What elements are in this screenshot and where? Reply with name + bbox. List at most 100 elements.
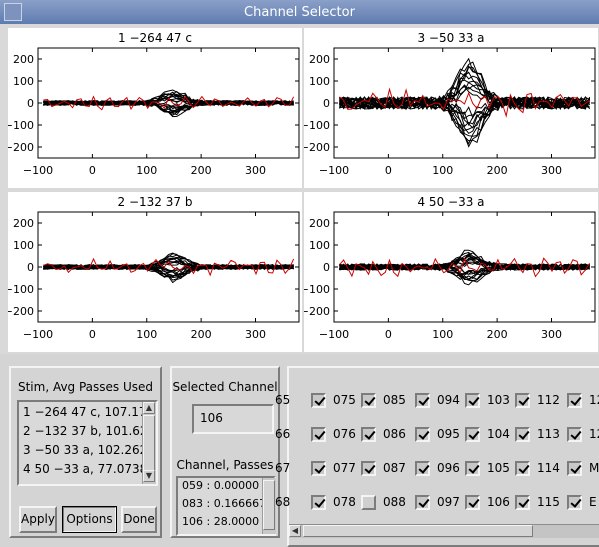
apply-button[interactable]: Apply [19,506,57,533]
checkmark-icon[interactable] [361,427,376,442]
stim-list-item[interactable]: 2 −132 37 b, 101.623 [23,424,156,438]
checkmark-icon[interactable] [515,495,530,510]
chart-svg: 2 −132 37 b 200 100 0 −100 −200 −100 0 100 200 300 [8,195,300,341]
checkbox-label: 087 [383,461,406,475]
checkmark-icon[interactable] [465,393,480,408]
chart-title: 3 −50 33 a [417,31,484,45]
y-tick-label: 0 [323,97,330,110]
scroll-thumb[interactable] [143,415,155,471]
checkmark-icon[interactable] [465,495,480,510]
checkmark-icon[interactable] [515,393,530,408]
x-tick-label: 0 [385,328,392,341]
checkbox-label: 67 [275,461,291,475]
plot-stim-2: 2 −132 37 b 200 100 0 −100 −200 −100 0 100 200 300 [8,192,302,352]
x-tick-label: 0 [89,164,96,177]
checkbox-label: 105 [487,461,510,475]
checkmark-icon[interactable] [415,461,430,476]
stim-list[interactable]: 1 −264 47 c, 107.172 2 −132 37 b, 101.62… [17,400,158,486]
trace-line [339,80,591,110]
checkbox-label: 114 [537,461,560,475]
checkmark-icon[interactable] [567,393,582,408]
y-tick-label: 100 [309,239,330,252]
checkbox-label: 085 [383,393,406,407]
trace-line [339,57,591,110]
checkmark-icon[interactable] [515,427,530,442]
y-tick-label: 200 [309,217,330,230]
title-bar: Channel Selector [0,0,599,24]
checkmark-icon[interactable] [515,461,530,476]
checkbox-label: 095 [437,427,460,441]
stim-list-item[interactable]: 1 −264 47 c, 107.172 [23,405,155,419]
x-tick-label: 300 [245,164,266,177]
passes-list-scrollbar[interactable] [262,478,276,534]
y-tick-label: −100 [304,119,330,132]
scroll-down-icon[interactable]: ▼ [143,470,155,482]
checkmark-icon[interactable] [567,495,582,510]
checkbox-label: E [589,495,597,509]
channel-passes-list[interactable]: 059 : 0.00000 083 : 0.166667 106 : 28.00… [176,476,276,536]
checkmark-icon[interactable] [465,427,480,442]
channel-panel: Selected Channel 106 Channel, Passes 059… [170,366,280,538]
x-tick-label: 100 [136,164,157,177]
highlight-trace-line [339,257,591,278]
trace-line [339,79,590,111]
done-button[interactable]: Done [121,506,157,533]
checkmark-icon[interactable] [361,461,376,476]
checkbox-grid-hscrollbar[interactable]: ◀ [289,524,599,538]
options-button[interactable]: Options [62,506,117,533]
scroll-left-icon[interactable]: ◀ [289,525,301,537]
y-tick-label: 100 [13,239,34,252]
x-tick-label: −100 [319,164,349,177]
scroll-up-icon[interactable]: ▲ [143,402,155,414]
checkmark-icon[interactable] [311,393,326,408]
checkmark-icon[interactable] [567,461,582,476]
checkbox-label: 66 [275,427,291,441]
y-tick-label: 100 [13,75,34,88]
selected-channel-field[interactable]: 106 [192,404,274,434]
checkbox-label: 113 [537,427,560,441]
checkmark-icon[interactable] [415,427,430,442]
checkmark-icon[interactable] [415,393,430,408]
x-tick-label: 200 [191,328,212,341]
trace-line [339,263,590,282]
chart-title: 2 −132 37 b [118,195,193,209]
x-tick-label: 0 [89,328,96,341]
hscroll-thumb[interactable] [303,525,533,537]
checkmark-icon[interactable] [415,495,430,510]
stim-list-item[interactable]: 4 50 −33 a, 77.0738 [23,462,148,476]
x-tick-label: −100 [23,328,53,341]
plot-stim-4: 4 50 −33 a 200 100 0 −100 −200 −100 0 100 200 300 [304,192,598,352]
chart-title: 4 50 −33 a [417,195,484,209]
x-tick-label: −100 [23,164,53,177]
chart-title: 1 −264 47 c [118,31,192,45]
x-tick-label: 300 [541,164,562,177]
empty-checkbox-icon[interactable] [361,495,376,510]
passes-list-item[interactable]: 083 : 0.166667 [182,497,267,510]
y-tick-label: −100 [304,283,330,296]
checkbox-label: 086 [383,427,406,441]
checkmark-icon[interactable] [311,461,326,476]
checkmark-icon[interactable] [465,461,480,476]
checkmark-icon[interactable] [311,495,326,510]
passes-list-item[interactable]: 059 : 0.00000 [182,479,260,492]
selected-channel-label: Selected Channel [172,380,278,394]
checkbox-label: 078 [333,495,356,509]
controls-area: Stim, Avg Passes Used 1 −264 47 c, 107.1… [0,354,599,547]
x-tick-label: 300 [245,328,266,341]
scroll-thumb[interactable] [263,480,275,530]
checkmark-icon[interactable] [361,393,376,408]
stim-list-item[interactable]: 3 −50 33 a, 102.262 [23,443,148,457]
stim-list-scrollbar[interactable]: ▲ ▼ [142,402,156,484]
highlight-trace-line [339,87,590,118]
x-tick-label: 100 [432,164,453,177]
y-tick-label: −100 [8,283,34,296]
channel-checkbox-panel: 65 075 085 094 103 112 12 66 076 086 095 104 113 12 67… [275,366,599,547]
y-tick-label: 0 [27,261,34,274]
checkmark-icon[interactable] [567,427,582,442]
passes-list-item[interactable]: 106 : 28.0000 [182,515,260,528]
window-menu-button[interactable] [4,3,22,21]
checkmark-icon[interactable] [311,427,326,442]
checkbox-label: 103 [487,393,510,407]
checkbox-label: 68 [275,495,291,509]
plot-stim-3: 3 −50 33 a 200 100 0 −100 −200 −100 0 100 200 300 [304,28,598,188]
